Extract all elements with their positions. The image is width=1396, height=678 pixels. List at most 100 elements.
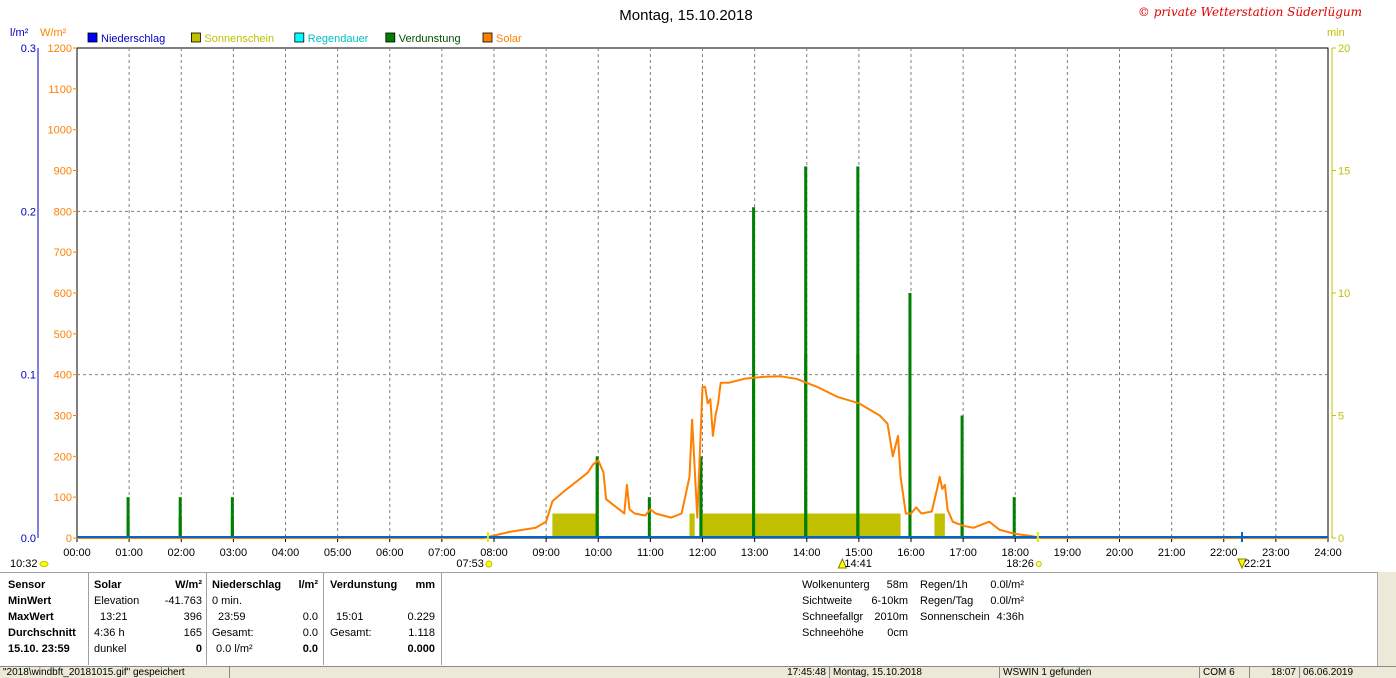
panel-divider [206,573,207,665]
y-left-solar-tick-label: 200 [54,451,72,463]
rain-label: 0 min. [212,595,242,607]
y-left-rain-tick-label: 0.3 [21,43,36,55]
x-tick-label: 11:00 [637,547,664,559]
y-left-solar-tick-label: 900 [54,166,72,178]
x-tick-label: 24:00 [1314,547,1342,559]
evap-unit: mm [415,579,435,591]
panel-divider [323,573,324,665]
y-left-rain-tick-label: 0.2 [21,206,36,218]
status-bar: "2018\windbft_20181015.gif" gespeichert … [0,666,1396,678]
chart-title: Montag, 15.10.2018 [619,7,752,24]
solar-label: dunkel [94,643,127,655]
sensor-row: Durchschnitt [8,627,76,639]
legend-swatch [294,32,305,43]
x-tick-label: 06:00 [376,547,404,559]
evap-label: Gesamt: [330,627,372,639]
solar-column: Solar W/m² Elevation -41.763 13:21 396 4:36… [94,577,202,657]
solar-label: 4:36 h [94,627,125,639]
legend-label: Sonnenschein [204,33,274,45]
x-tick-label: 19:00 [1054,547,1082,559]
y-right-tick-label: 5 [1338,411,1344,423]
legend-swatch [385,32,396,43]
moonset-icon [1237,558,1247,570]
misc-value: 0cm [887,627,908,639]
x-tick-label: 07:00 [428,547,456,559]
y-left-solar-tick-label: 600 [54,288,72,300]
sunshine-bar [689,513,695,538]
sensor-row: MinWert [8,595,52,607]
y-left-rain-tick-label: 0.0 [21,533,36,545]
x-tick-label: 12:00 [689,547,717,559]
rain-label: 0.0 l/m² [216,643,253,655]
solar-value: 165 [183,627,202,639]
evap-value: 0.000 [407,643,435,655]
legend-label: Regendauer [308,33,369,45]
x-tick-label: 14:00 [793,547,821,559]
rain-value: 0.0 [302,643,318,655]
solar-header: Solar [94,579,122,591]
y-left-solar-tick-label: 0 [66,533,72,545]
x-tick-label: 03:00 [220,547,248,559]
misc-value: 6-10km [871,595,908,607]
evaporation-bar [752,207,756,538]
sunshine-bar [702,513,901,538]
x-tick-label: 15:00 [845,547,873,559]
sensor-column: Sensor MinWert MaxWert Durchschnitt 15.1… [8,577,86,657]
evap-label: 15:01 [336,611,364,623]
weather-chart: 00:00 01:00 02:00 03:00 04:00 05:00 06:00 07:00… [10,5,1362,570]
panel-divider [88,573,89,665]
misc-value: 0.0l/m² [990,595,1024,607]
rain-label: 23:59 [218,611,246,623]
evaporation-bar [752,374,756,538]
evaporation-bar [960,476,964,538]
misc-value: 0.0l/m² [990,579,1024,591]
x-tick-label: 20:00 [1106,547,1134,559]
weather-misc-2: Regen/1h 0.0l/m² Regen/Tag 0.0l/m² Sonnens… [920,577,1024,625]
sunshine-bar [552,513,599,538]
noon-time: 14:41 [844,558,872,570]
legend-label: Solar [496,33,522,45]
evaporation-bar [647,497,651,538]
copyright-text: © private Wetterstation Süderlügum [1138,5,1362,19]
sensor-row: MaxWert [8,611,54,623]
misc-label: Sonnenschein [920,611,990,623]
x-tick-label: 13:00 [741,547,769,559]
vertical-scrollbar[interactable] [1377,572,1396,666]
sunset-time: 18:26 [1006,558,1034,570]
status-clock: 18:07 [1250,667,1300,678]
evaporation-bar [804,354,808,538]
weather-misc-1: Wolkenunterg 58m Sichtweite 6-10km Schneef… [802,577,908,641]
y-left-solar-tick-label: 500 [54,329,72,341]
misc-label: Wolkenunterg [802,579,870,591]
x-tick-label: 02:00 [167,547,195,559]
evaporation-bar [1012,497,1016,538]
y-left-solar-tick-label: 400 [54,370,72,382]
x-tick-label: 01:00 [115,547,143,559]
evaporation-bar [595,460,599,538]
solar-label: 13:21 [100,611,128,623]
panel-divider [441,573,442,665]
rain-value: 0.0 [302,611,318,623]
evaporation-bar [804,166,808,538]
x-tick-label: 21:00 [1158,547,1186,559]
solar-value: -41.763 [164,595,202,607]
legend-swatch [87,32,98,43]
x-tick-label: 17:00 [949,547,977,559]
status-today: 06.06.2019 [1303,667,1354,678]
y-left-solar-tick-label: 800 [54,206,72,218]
status-date: Montag, 15.10.2018 [830,667,1000,678]
misc-label: Sichtweite [802,595,853,607]
legend-label: Niederschlag [101,33,165,45]
evap-value: 0.229 [407,611,435,623]
x-tick-label: 22:00 [1210,547,1238,559]
legend-swatch [482,32,493,43]
misc-value: 4:36h [996,611,1024,623]
y-left-rain-tick-label: 0.1 [21,370,36,382]
rain-column: Niederschlag l/m² 0 min. 23:59 0.0 Gesamt:… [212,577,318,657]
x-tick-label: 09:00 [532,547,560,559]
misc-value: 58m [886,579,908,591]
unit-label-rain: l/m² [10,27,29,39]
legend-label: Verdunstung [399,33,461,45]
x-tick-label: 00:00 [63,547,91,559]
legend-swatch [190,32,201,43]
